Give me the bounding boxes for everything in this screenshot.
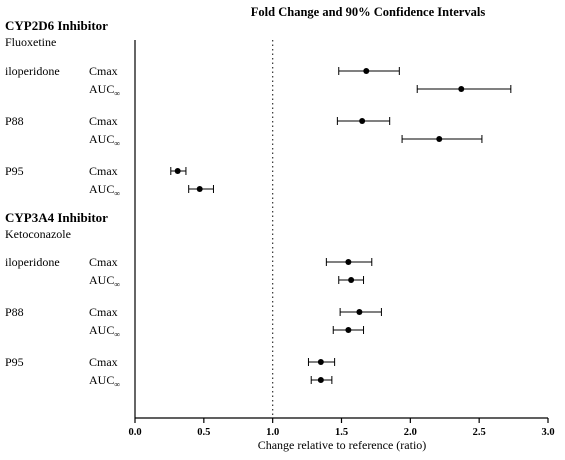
- analyte-label: P95: [5, 164, 24, 178]
- x-tick-label: 2.0: [404, 427, 417, 438]
- estimate-point: [174, 168, 181, 174]
- metric-label: AUC∞: [89, 132, 120, 148]
- metric-label: AUC∞: [89, 373, 120, 389]
- metric-label: Cmax: [89, 255, 118, 269]
- group-subtitle: Ketoconazole: [5, 227, 71, 241]
- estimate-point: [363, 68, 370, 74]
- x-tick-label: 2.5: [473, 427, 486, 438]
- estimate-point: [345, 259, 352, 265]
- x-tick-label: 3.0: [541, 427, 554, 438]
- estimate-point: [356, 309, 363, 315]
- analyte-label: iloperidone: [5, 255, 60, 269]
- plot-area: [170, 40, 512, 418]
- x-tick-label: 1.0: [266, 427, 279, 438]
- metric-label: AUC∞: [89, 323, 120, 339]
- chart-title: Fold Change and 90% Confidence Intervals: [251, 5, 486, 19]
- estimate-point: [317, 359, 324, 365]
- group-title: CYP2D6 Inhibitor: [5, 18, 108, 33]
- metric-label: Cmax: [89, 114, 118, 128]
- group-subtitle: Fluoxetine: [5, 35, 56, 49]
- analyte-label: P88: [5, 305, 24, 319]
- x-tick-label: 0.5: [197, 427, 210, 438]
- analyte-label: iloperidone: [5, 64, 60, 78]
- estimate-point: [348, 277, 355, 283]
- analyte-label: P95: [5, 355, 24, 369]
- metric-label: Cmax: [89, 164, 118, 178]
- analyte-label: P88: [5, 114, 24, 128]
- estimate-point: [458, 86, 465, 92]
- row-labels: CYP2D6 Inhibitor Fluoxetine iloperidone Cma…: [5, 18, 120, 389]
- metric-label: Cmax: [89, 355, 118, 369]
- metric-label: Cmax: [89, 305, 118, 319]
- metric-label: AUC∞: [89, 182, 120, 198]
- estimate-point: [317, 377, 324, 383]
- metric-label: Cmax: [89, 64, 118, 78]
- estimate-point: [196, 186, 203, 192]
- x-tick-label: 1.5: [335, 427, 348, 438]
- estimate-point: [345, 327, 352, 333]
- x-axis: 0.0 0.5 1.0 1.5 2.0 2.5 3.0: [128, 40, 555, 438]
- x-axis-label: Change relative to reference (ratio): [258, 438, 427, 452]
- group-title: CYP3A4 Inhibitor: [5, 210, 108, 225]
- x-tick-label: 0.0: [128, 427, 141, 438]
- estimate-point: [436, 136, 443, 142]
- estimate-point: [359, 118, 366, 124]
- metric-label: AUC∞: [89, 273, 120, 289]
- metric-label: AUC∞: [89, 82, 120, 98]
